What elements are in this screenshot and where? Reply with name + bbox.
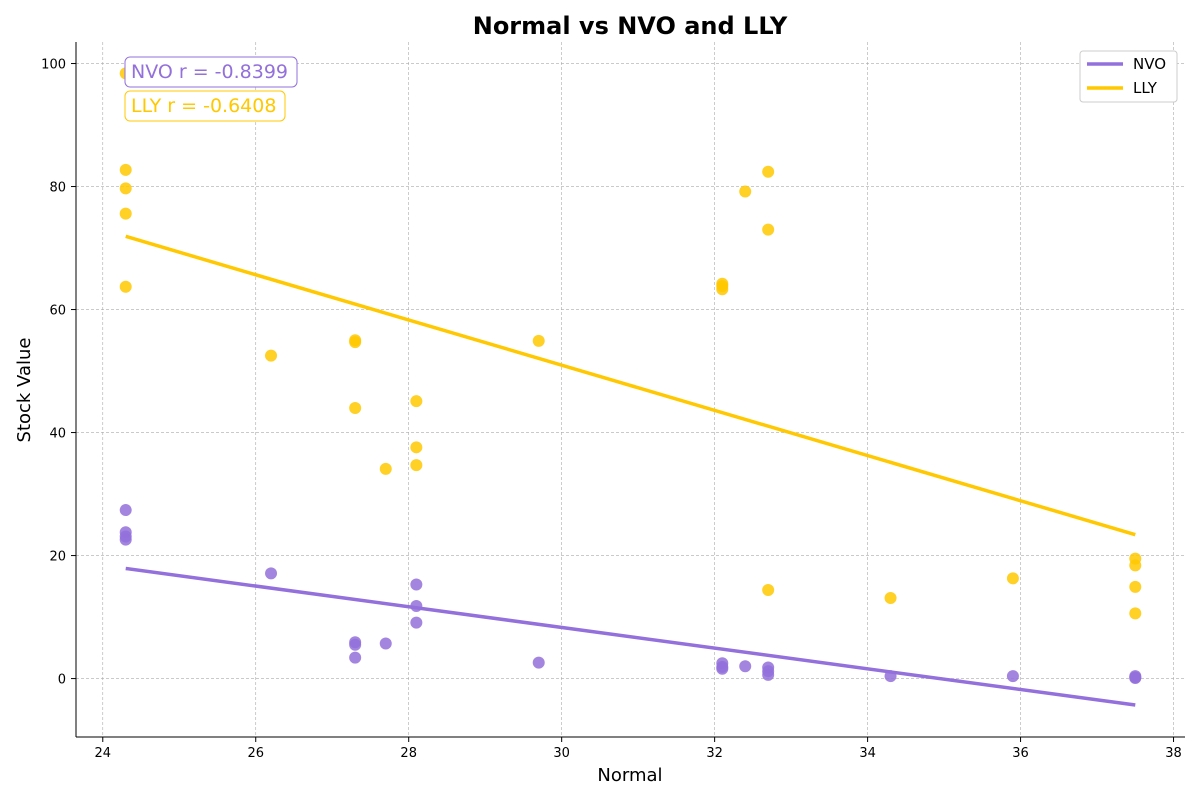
- point-lly: [762, 165, 775, 178]
- y-tick-label: 20: [49, 550, 66, 565]
- x-tick-label: 24: [94, 746, 111, 761]
- point-lly: [1129, 559, 1142, 572]
- y-tick-label: 60: [49, 304, 66, 319]
- annotation-nvo-box: [124, 56, 298, 88]
- point-lly: [762, 584, 775, 597]
- axis-ticks: 24 26 28 30 32 34 36 38 0 20 40 60 80 100: [41, 58, 1182, 761]
- annotation-lly: LLY r = -0.6408: [124, 90, 286, 122]
- annotation-nvo-text: NVO r = -0.8399: [131, 61, 288, 83]
- point-nvo: [884, 670, 897, 683]
- y-axis-label: Stock Value: [14, 338, 35, 443]
- x-tick-label: 36: [1012, 746, 1029, 761]
- point-lly: [119, 163, 132, 176]
- point-nvo: [265, 567, 278, 580]
- point-nvo: [119, 504, 132, 517]
- point-lly: [379, 462, 392, 475]
- legend-label-lly: LLY: [1133, 79, 1158, 97]
- point-lly: [119, 207, 132, 220]
- point-nvo: [410, 599, 423, 612]
- point-nvo: [410, 578, 423, 591]
- point-nvo: [379, 637, 392, 650]
- y-tick-label: 40: [49, 427, 66, 442]
- y-tick-label: 80: [49, 181, 66, 196]
- point-lly: [119, 280, 132, 293]
- point-lly: [410, 459, 423, 472]
- x-tick-label: 38: [1165, 746, 1182, 761]
- point-nvo: [119, 533, 132, 546]
- point-lly: [410, 395, 423, 408]
- point-lly: [884, 592, 897, 604]
- point-lly: [762, 223, 775, 236]
- legend: NVO LLY: [1079, 50, 1178, 103]
- point-lly: [739, 185, 752, 198]
- scatter-points: [119, 67, 1142, 684]
- x-tick-label: 32: [706, 746, 723, 761]
- x-axis-label: Normal: [597, 765, 662, 786]
- annotation-lly-text: LLY r = -0.6408: [131, 95, 276, 117]
- point-nvo: [1006, 670, 1019, 683]
- point-lly: [410, 441, 423, 454]
- annotation-lly-box: [124, 90, 286, 122]
- point-nvo: [739, 660, 752, 673]
- point-lly: [1129, 580, 1142, 593]
- annotation-nvo: NVO r = -0.8399: [124, 56, 298, 88]
- point-lly: [532, 334, 545, 347]
- x-tick-label: 30: [553, 746, 570, 761]
- point-nvo: [532, 656, 545, 669]
- point-nvo: [762, 668, 775, 681]
- x-tick-label: 34: [859, 746, 876, 761]
- legend-label-nvo: NVO: [1133, 55, 1166, 73]
- point-lly: [716, 283, 729, 296]
- x-tick-label: 26: [247, 746, 264, 761]
- point-lly: [1006, 572, 1019, 585]
- point-nvo: [410, 616, 423, 629]
- fit-line-nvo: [125, 566, 1136, 707]
- point-lly: [265, 349, 278, 362]
- point-nvo: [349, 651, 362, 664]
- y-tick-label: 100: [41, 58, 66, 73]
- chart-title: Normal vs NVO and LLY: [473, 12, 788, 40]
- point-lly: [349, 401, 362, 414]
- point-nvo: [716, 662, 729, 675]
- grid: [76, 42, 1185, 737]
- y-tick-label: 0: [58, 673, 66, 688]
- point-nvo: [1129, 671, 1142, 684]
- point-nvo: [349, 638, 362, 651]
- point-lly: [119, 182, 132, 195]
- fit-line-lly: [125, 234, 1136, 537]
- point-lly: [349, 336, 362, 349]
- fit-lines: [125, 234, 1136, 707]
- point-lly: [1129, 607, 1142, 620]
- x-tick-label: 28: [400, 746, 417, 761]
